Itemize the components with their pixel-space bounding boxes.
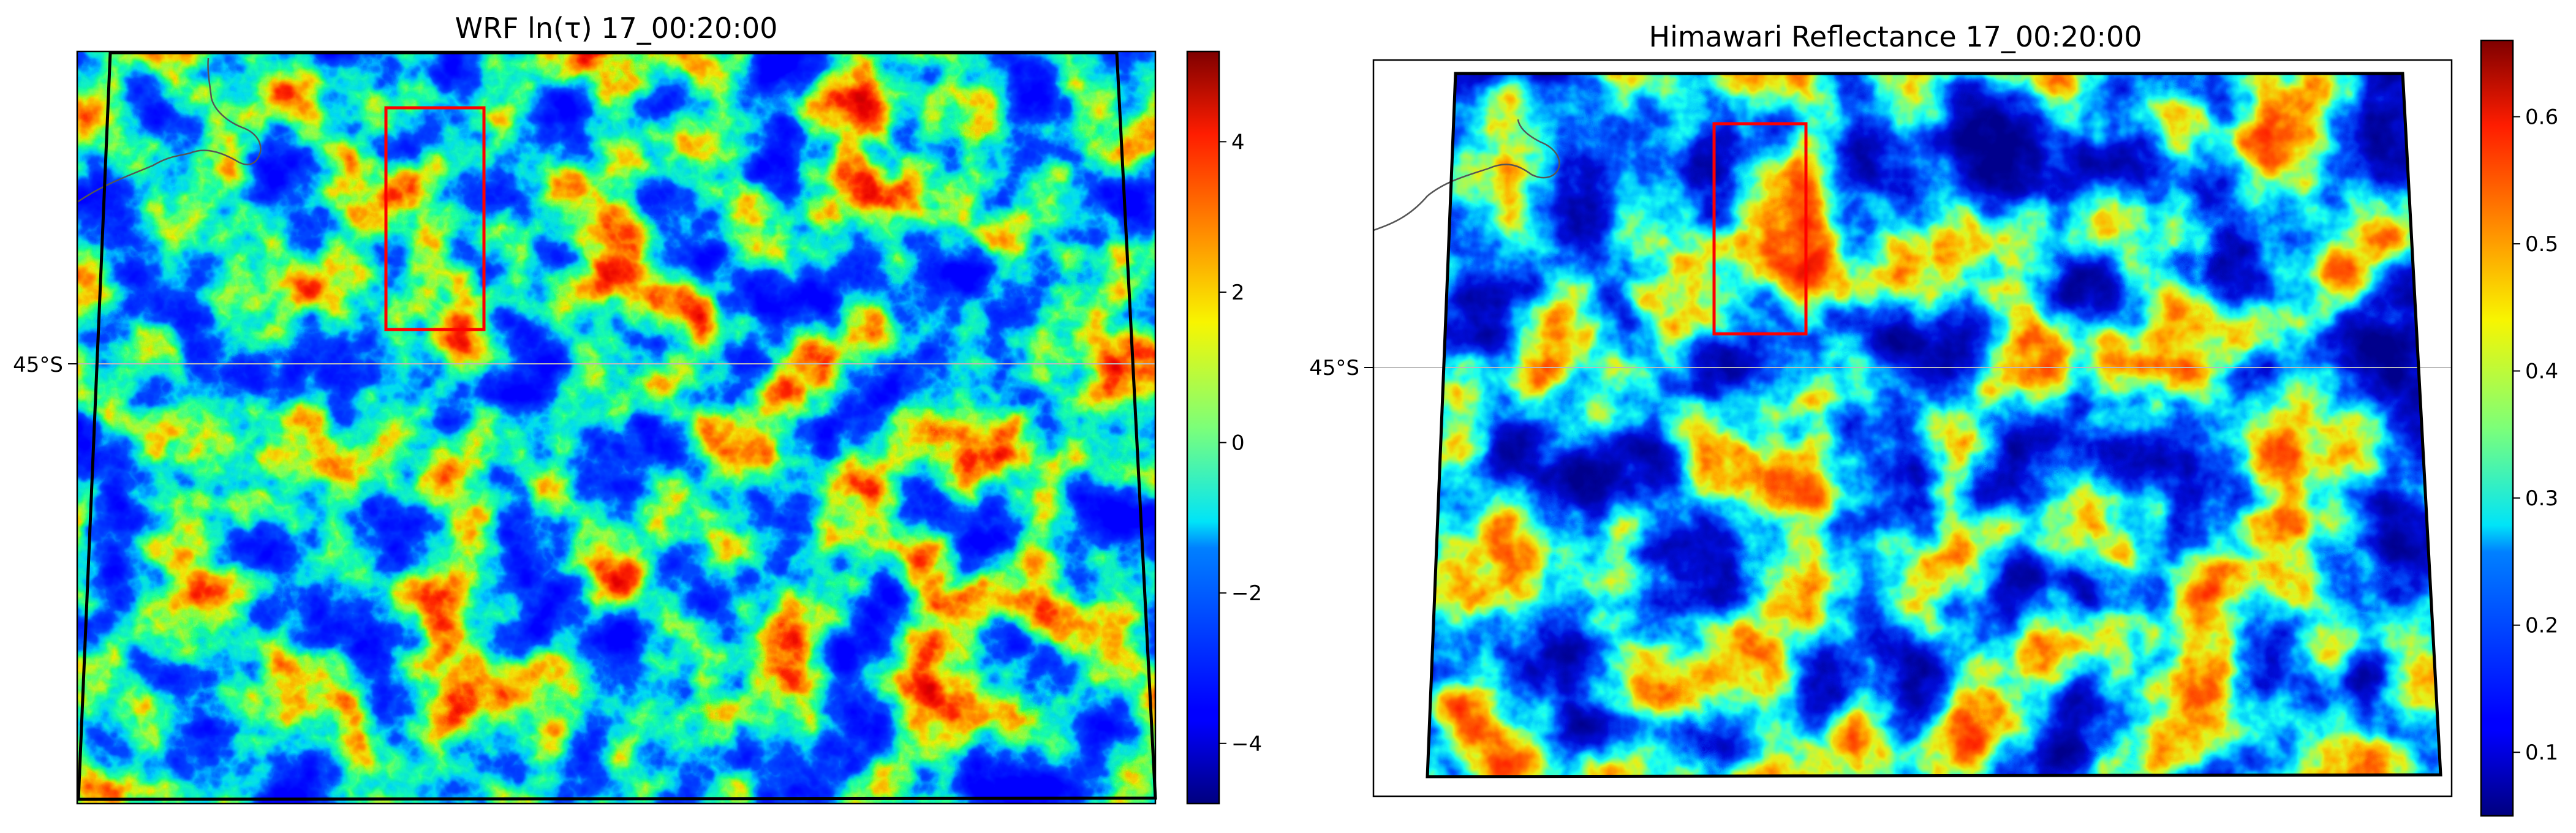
panel-wrf: WRF ln(τ) 17_00:20:00 45°S −4 −2 0 2 4: [13, 12, 1262, 805]
panel-title: WRF ln(τ) 17_00:20:00: [455, 12, 778, 45]
colorbar-tick-label: −2: [1231, 581, 1262, 606]
coastline: [1373, 119, 1560, 232]
highlight-box: [1712, 122, 1808, 336]
colorbar-tick-label: −4: [1231, 732, 1262, 756]
colorbar-tick-label: 0.4: [2525, 360, 2558, 384]
highlight-box: [384, 106, 486, 331]
colorbar-tick-label: 0.6: [2525, 105, 2558, 130]
wrf-optical-depth-field: [77, 51, 1155, 804]
himawari-reflectance-field: [1427, 72, 2441, 777]
coastline: [77, 58, 262, 203]
panel-title: Himawari Reflectance 17_00:20:00: [1649, 20, 2142, 53]
colorbar-tick-label: 0.1: [2525, 741, 2558, 765]
colorbar: −4 −2 0 2 4: [1186, 50, 1262, 805]
latitude-tick: 45°S: [13, 353, 77, 377]
latitude-tick: 45°S: [1309, 356, 1373, 380]
colorbar-tick-label: 4: [1231, 130, 1245, 154]
colorbar-tick-label: 0.3: [2525, 486, 2558, 511]
latitude-label: 45°S: [13, 353, 63, 377]
map-frame: [76, 50, 1157, 805]
colorbar-gradient: [2480, 39, 2514, 817]
colorbar-gradient: [1186, 50, 1220, 805]
domain-outline: [1426, 72, 2442, 778]
colorbar-ticks: −4 −2 0 2 4: [1219, 130, 1262, 756]
colorbar-tick-label: 0.5: [2525, 232, 2558, 257]
map-frame: [1372, 59, 2453, 797]
colorbar-tick-label: 0.2: [2525, 614, 2558, 638]
colorbar-tick-label: 0: [1231, 431, 1245, 456]
panel-himawari: Himawari Reflectance 17_00:20:00 45°S 0.…: [1309, 20, 2558, 817]
colorbar: 0.1 0.2 0.3 0.4 0.5 0.6: [2480, 39, 2558, 817]
latitude-label: 45°S: [1309, 356, 1359, 380]
colorbar-tick-label: 2: [1231, 281, 1245, 305]
colorbar-ticks: 0.1 0.2 0.3 0.4 0.5 0.6: [2513, 105, 2558, 765]
